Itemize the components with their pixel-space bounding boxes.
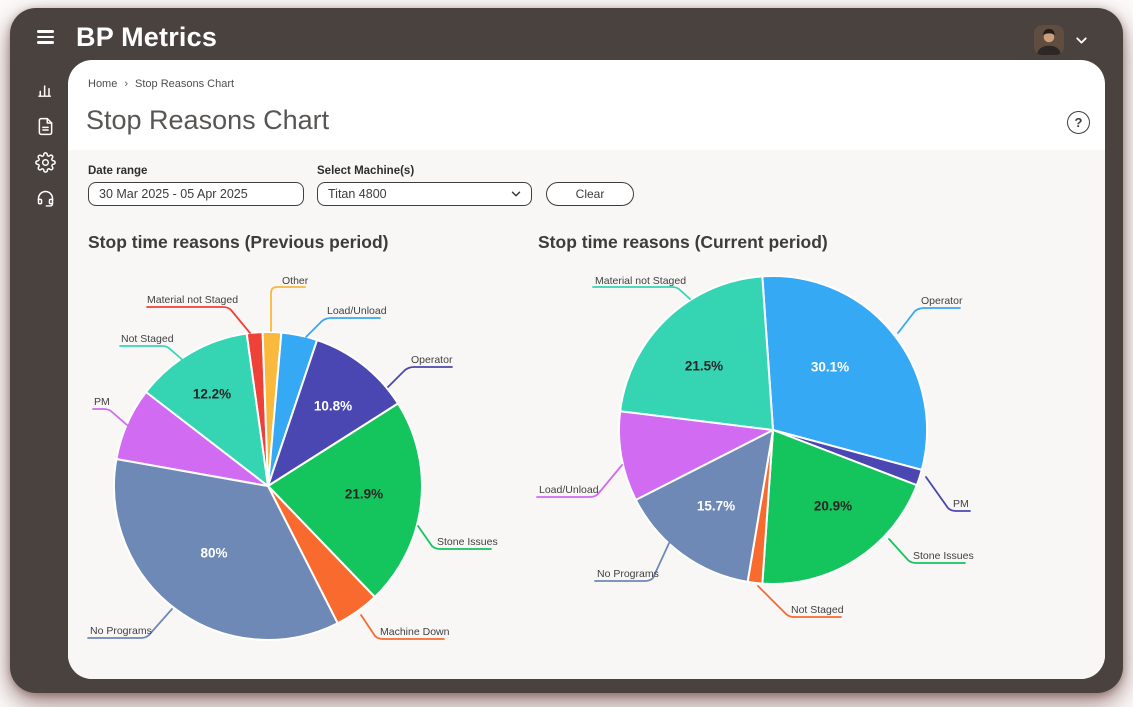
- callout-line-stone-issues: [417, 525, 492, 550]
- slice-callout-label-load-unload: Load/Unload: [539, 484, 599, 496]
- slice-callout-label-no-programs: No Programs: [597, 568, 659, 580]
- slice-percent-label-no-programs: 15.7%: [697, 499, 735, 514]
- machine-select[interactable]: Titan 4800: [317, 182, 532, 206]
- slice-callout-label-machine-down: Machine Down: [380, 626, 450, 638]
- chevron-down-icon: [511, 191, 521, 197]
- filters-and-charts-section: Date range Select Machine(s) Titan 4800 …: [68, 150, 1105, 679]
- app-title: BP Metrics: [76, 21, 218, 52]
- user-menu[interactable]: [1034, 25, 1090, 55]
- callout-line-no-programs: [594, 527, 677, 582]
- breadcrumb-home-link[interactable]: Home: [88, 78, 118, 90]
- slice-callout-label-stone-issues: Stone Issues: [913, 550, 974, 562]
- pie-slice-no-programs[interactable]: [634, 429, 774, 583]
- sidebar-item-settings[interactable]: [33, 150, 57, 174]
- breadcrumb-current: Stop Reasons Chart: [135, 78, 235, 90]
- date-range-input[interactable]: [88, 182, 304, 206]
- slice-percent-label-not-staged: 12.2%: [193, 387, 231, 402]
- slice-callout-label-material-not-staged: Material not Staged: [147, 294, 238, 306]
- slice-callout-label-operator: Operator: [411, 354, 453, 366]
- slice-callout-label-no-programs: No Programs: [90, 625, 152, 637]
- machine-select-value: Titan 4800: [328, 187, 387, 201]
- pie-slice-operator[interactable]: [267, 339, 399, 487]
- headset-icon: [37, 190, 53, 207]
- callout-line-material-not-staged: [592, 286, 691, 300]
- slice-percent-label-no-programs: 80%: [200, 546, 227, 561]
- sidebar-item-support[interactable]: [33, 186, 57, 210]
- slice-percent-label-stone-issues: 20.9%: [814, 499, 852, 514]
- callout-line-other: [270, 286, 306, 332]
- slice-callout-label-operator: Operator: [921, 295, 963, 307]
- date-range-label: Date range: [88, 165, 148, 177]
- callout-line-stone-issues: [888, 538, 966, 564]
- slice-callout-label-stone-issues: Stone Issues: [437, 536, 498, 548]
- pie-slice-no-programs[interactable]: [113, 458, 339, 641]
- slice-callout-label-material-not-staged: Material not Staged: [595, 275, 686, 287]
- breadcrumb-separator: ›: [124, 78, 129, 90]
- sidebar-item-charts[interactable]: [33, 78, 57, 102]
- app-window: BP Metrics: [10, 8, 1123, 693]
- help-icon[interactable]: ?: [1067, 111, 1090, 134]
- callout-line-pm: [92, 408, 128, 426]
- breadcrumb: Home › Stop Reasons Chart: [88, 78, 234, 90]
- clear-filters-button[interactable]: Clear: [546, 182, 634, 206]
- pie-slice-operator[interactable]: [761, 275, 929, 471]
- slice-percent-label-operator: 10.8%: [314, 399, 352, 414]
- slice-percent-label-operator: 30.1%: [811, 360, 849, 375]
- pie-chart-previous-period[interactable]: Material not Staged Other Load/Unload Opera…: [78, 263, 520, 663]
- callout-line-material-not-staged: [146, 306, 251, 334]
- callout-line-no-programs: [87, 608, 173, 639]
- slice-callout-label-not-staged: Not Staged: [121, 333, 174, 345]
- pie-slice-material-not-staged[interactable]: [619, 275, 774, 431]
- avatar[interactable]: [1034, 25, 1064, 55]
- document-icon: [38, 117, 52, 135]
- slice-callout-label-pm: PM: [94, 396, 110, 408]
- callout-line-load-unload: [536, 464, 623, 498]
- sidebar: [16, 66, 74, 210]
- slice-callout-label-load-unload: Load/Unload: [327, 305, 387, 317]
- callout-line-operator: [897, 307, 961, 334]
- pie-slice-stone-issues[interactable]: [761, 429, 918, 585]
- callout-line-pm: [925, 476, 971, 512]
- machine-select-label: Select Machine(s): [317, 165, 415, 177]
- app-header: BP Metrics: [10, 8, 1123, 66]
- chart-title-previous-period: Stop time reasons (Previous period): [88, 232, 389, 252]
- bar-chart-icon: [37, 84, 51, 97]
- callout-line-not-staged: [757, 585, 842, 618]
- pie-slice-not-staged[interactable]: [145, 332, 269, 487]
- callout-line-machine-down: [360, 614, 445, 640]
- callout-line-operator: [387, 366, 453, 388]
- settings-icon: [34, 151, 56, 173]
- sidebar-item-reports[interactable]: [33, 114, 57, 138]
- content-panel: Home › Stop Reasons Chart Stop Reasons C…: [68, 60, 1105, 679]
- pie-slice-load-unload[interactable]: [617, 410, 774, 501]
- pie-slice-stone-issues[interactable]: [267, 402, 423, 598]
- slice-callout-label-not-staged: Not Staged: [791, 604, 844, 616]
- slice-percent-label-stone-issues: 21.9%: [345, 487, 383, 502]
- menu-hamburger-icon[interactable]: [37, 28, 54, 47]
- callout-line-load-unload: [305, 317, 381, 338]
- slice-callout-label-pm: PM: [953, 498, 969, 510]
- callout-line-not-staged: [119, 345, 186, 363]
- pie-chart-current-period[interactable]: Operator 30.1% PM Stone Issues 20.9% Not Stag…: [530, 263, 990, 663]
- page-title: Stop Reasons Chart: [86, 105, 330, 135]
- slice-callout-label-other: Other: [282, 275, 309, 287]
- slice-percent-label-material-not-staged: 21.5%: [685, 359, 723, 374]
- chart-title-current-period: Stop time reasons (Current period): [538, 232, 828, 252]
- chevron-down-icon[interactable]: [1073, 32, 1090, 49]
